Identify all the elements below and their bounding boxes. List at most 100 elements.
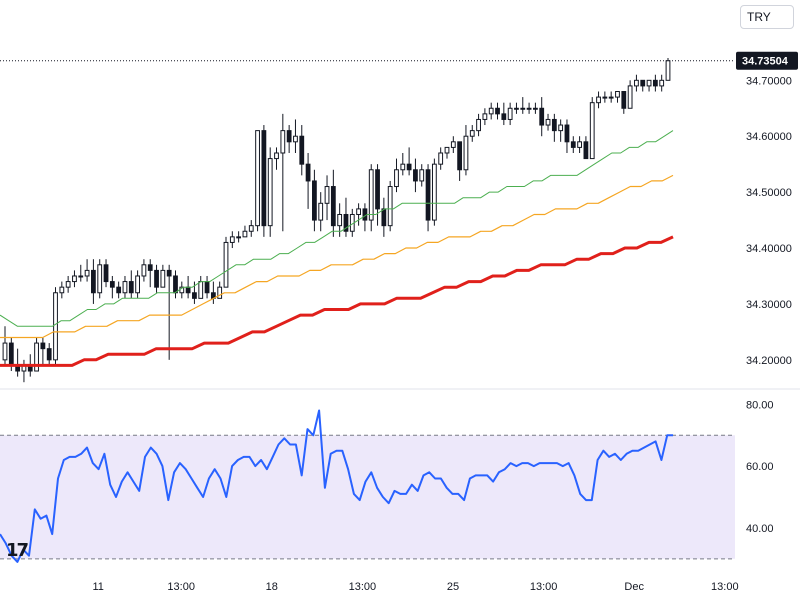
candle <box>109 275 115 299</box>
price-tick-label: 34.50000 <box>746 187 792 199</box>
price-tick-label: 34.70000 <box>746 75 792 87</box>
rsi-line <box>0 409 673 563</box>
x-tick-label: 13:00 <box>711 581 739 593</box>
candle <box>198 275 204 299</box>
candle <box>229 231 235 249</box>
price-panel: 34.70000 34.60000 34.50000 34.40000 34.30000… <box>0 51 800 390</box>
candle <box>299 125 305 176</box>
candle <box>438 147 444 170</box>
candle <box>261 125 267 237</box>
candle <box>419 164 425 187</box>
x-tick-label: 13:00 <box>349 581 377 593</box>
candle <box>615 90 620 103</box>
x-tick-label: 18 <box>266 581 278 593</box>
last-price-label: 34.73504 <box>742 56 789 68</box>
candle <box>128 270 134 299</box>
candle <box>381 197 387 237</box>
candle <box>450 136 456 153</box>
candle <box>608 91 614 103</box>
candle <box>78 264 84 282</box>
candle <box>621 90 627 114</box>
ma-short-line <box>0 130 674 327</box>
candle <box>596 91 601 109</box>
candle <box>280 113 286 232</box>
candle <box>116 281 122 299</box>
candle <box>652 74 658 92</box>
candle <box>2 326 8 366</box>
candle <box>286 125 292 153</box>
candle <box>583 136 589 160</box>
candle <box>248 220 254 237</box>
candle <box>255 130 260 232</box>
candle <box>210 281 216 304</box>
candle <box>482 108 488 126</box>
candle <box>154 264 159 293</box>
price-tick-label: 34.40000 <box>746 243 792 255</box>
candle <box>551 113 557 142</box>
candle <box>558 119 564 142</box>
candle <box>425 164 431 232</box>
rsi-tick-label: 80.00 <box>746 399 774 411</box>
candle <box>564 119 570 153</box>
ma-long-line <box>0 235 674 367</box>
candle <box>539 97 545 137</box>
price-tick-label: 34.20000 <box>746 355 792 367</box>
candle <box>646 79 652 92</box>
candle <box>463 125 469 176</box>
candle <box>659 74 665 92</box>
candle <box>495 102 500 120</box>
candle <box>21 359 27 383</box>
candle <box>103 259 109 288</box>
candle <box>160 264 166 288</box>
x-axis: 11 13:00 18 13:00 25 13:00 Dec 13:00 <box>92 581 738 593</box>
candle <box>324 175 330 221</box>
candle <box>665 57 671 81</box>
candle <box>337 203 343 237</box>
candle <box>570 136 576 153</box>
candle <box>514 102 519 114</box>
candle <box>520 97 526 114</box>
x-tick-label: 25 <box>447 581 459 593</box>
candle <box>204 275 210 299</box>
candle <box>312 169 317 232</box>
candle <box>602 91 608 103</box>
candle <box>72 270 77 288</box>
candle <box>634 74 639 92</box>
candle <box>147 259 153 288</box>
ma-mid-line <box>0 174 674 339</box>
candle <box>444 146 450 159</box>
candle <box>343 197 349 237</box>
rsi-tick-label: 40.00 <box>746 523 774 535</box>
candle <box>135 270 140 299</box>
candle <box>577 136 582 153</box>
rsi-band <box>0 435 735 559</box>
last-price-tag <box>736 51 798 70</box>
candle <box>526 102 532 114</box>
candle <box>166 264 172 360</box>
candle <box>318 192 324 232</box>
candle <box>469 125 475 142</box>
candle <box>488 102 494 120</box>
candle <box>476 113 481 137</box>
candle <box>59 281 65 299</box>
x-tick-label: 13:00 <box>530 581 558 593</box>
x-tick-label: Dec <box>624 581 644 593</box>
price-tick-label: 34.30000 <box>746 299 792 311</box>
candle <box>293 119 298 153</box>
candle <box>179 281 185 299</box>
candle <box>236 231 242 243</box>
candle <box>368 164 374 232</box>
candle <box>545 113 551 131</box>
candle <box>640 79 646 92</box>
candle <box>627 80 633 109</box>
candle <box>400 152 406 176</box>
candle <box>223 236 229 288</box>
tradingview-logo-icon: 17 <box>6 540 29 561</box>
candle <box>533 102 538 114</box>
candle <box>375 164 380 226</box>
candle <box>507 102 513 126</box>
price-tick-label: 34.60000 <box>746 131 792 143</box>
currency-selector[interactable]: TRY <box>740 5 794 29</box>
candle <box>122 275 128 299</box>
